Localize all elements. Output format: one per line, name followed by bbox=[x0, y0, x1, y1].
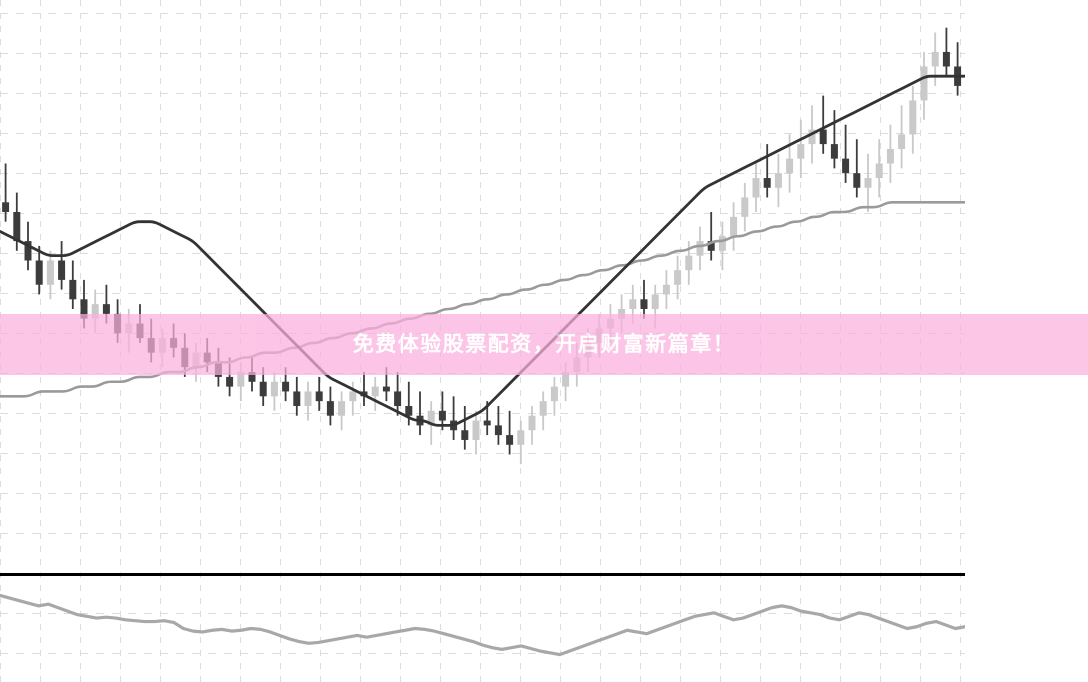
panel-divider-line bbox=[0, 573, 965, 576]
moving-average-slow-line bbox=[0, 200, 965, 398]
moving-average-fast-line bbox=[0, 74, 965, 427]
indicator-oscillator-line bbox=[0, 593, 965, 657]
promo-banner-text: 免费体验股票配资，开启财富新篇章！ bbox=[352, 333, 736, 356]
promo-banner[interactable]: 免费体验股票配资，开启财富新篇章！ bbox=[0, 314, 1088, 375]
